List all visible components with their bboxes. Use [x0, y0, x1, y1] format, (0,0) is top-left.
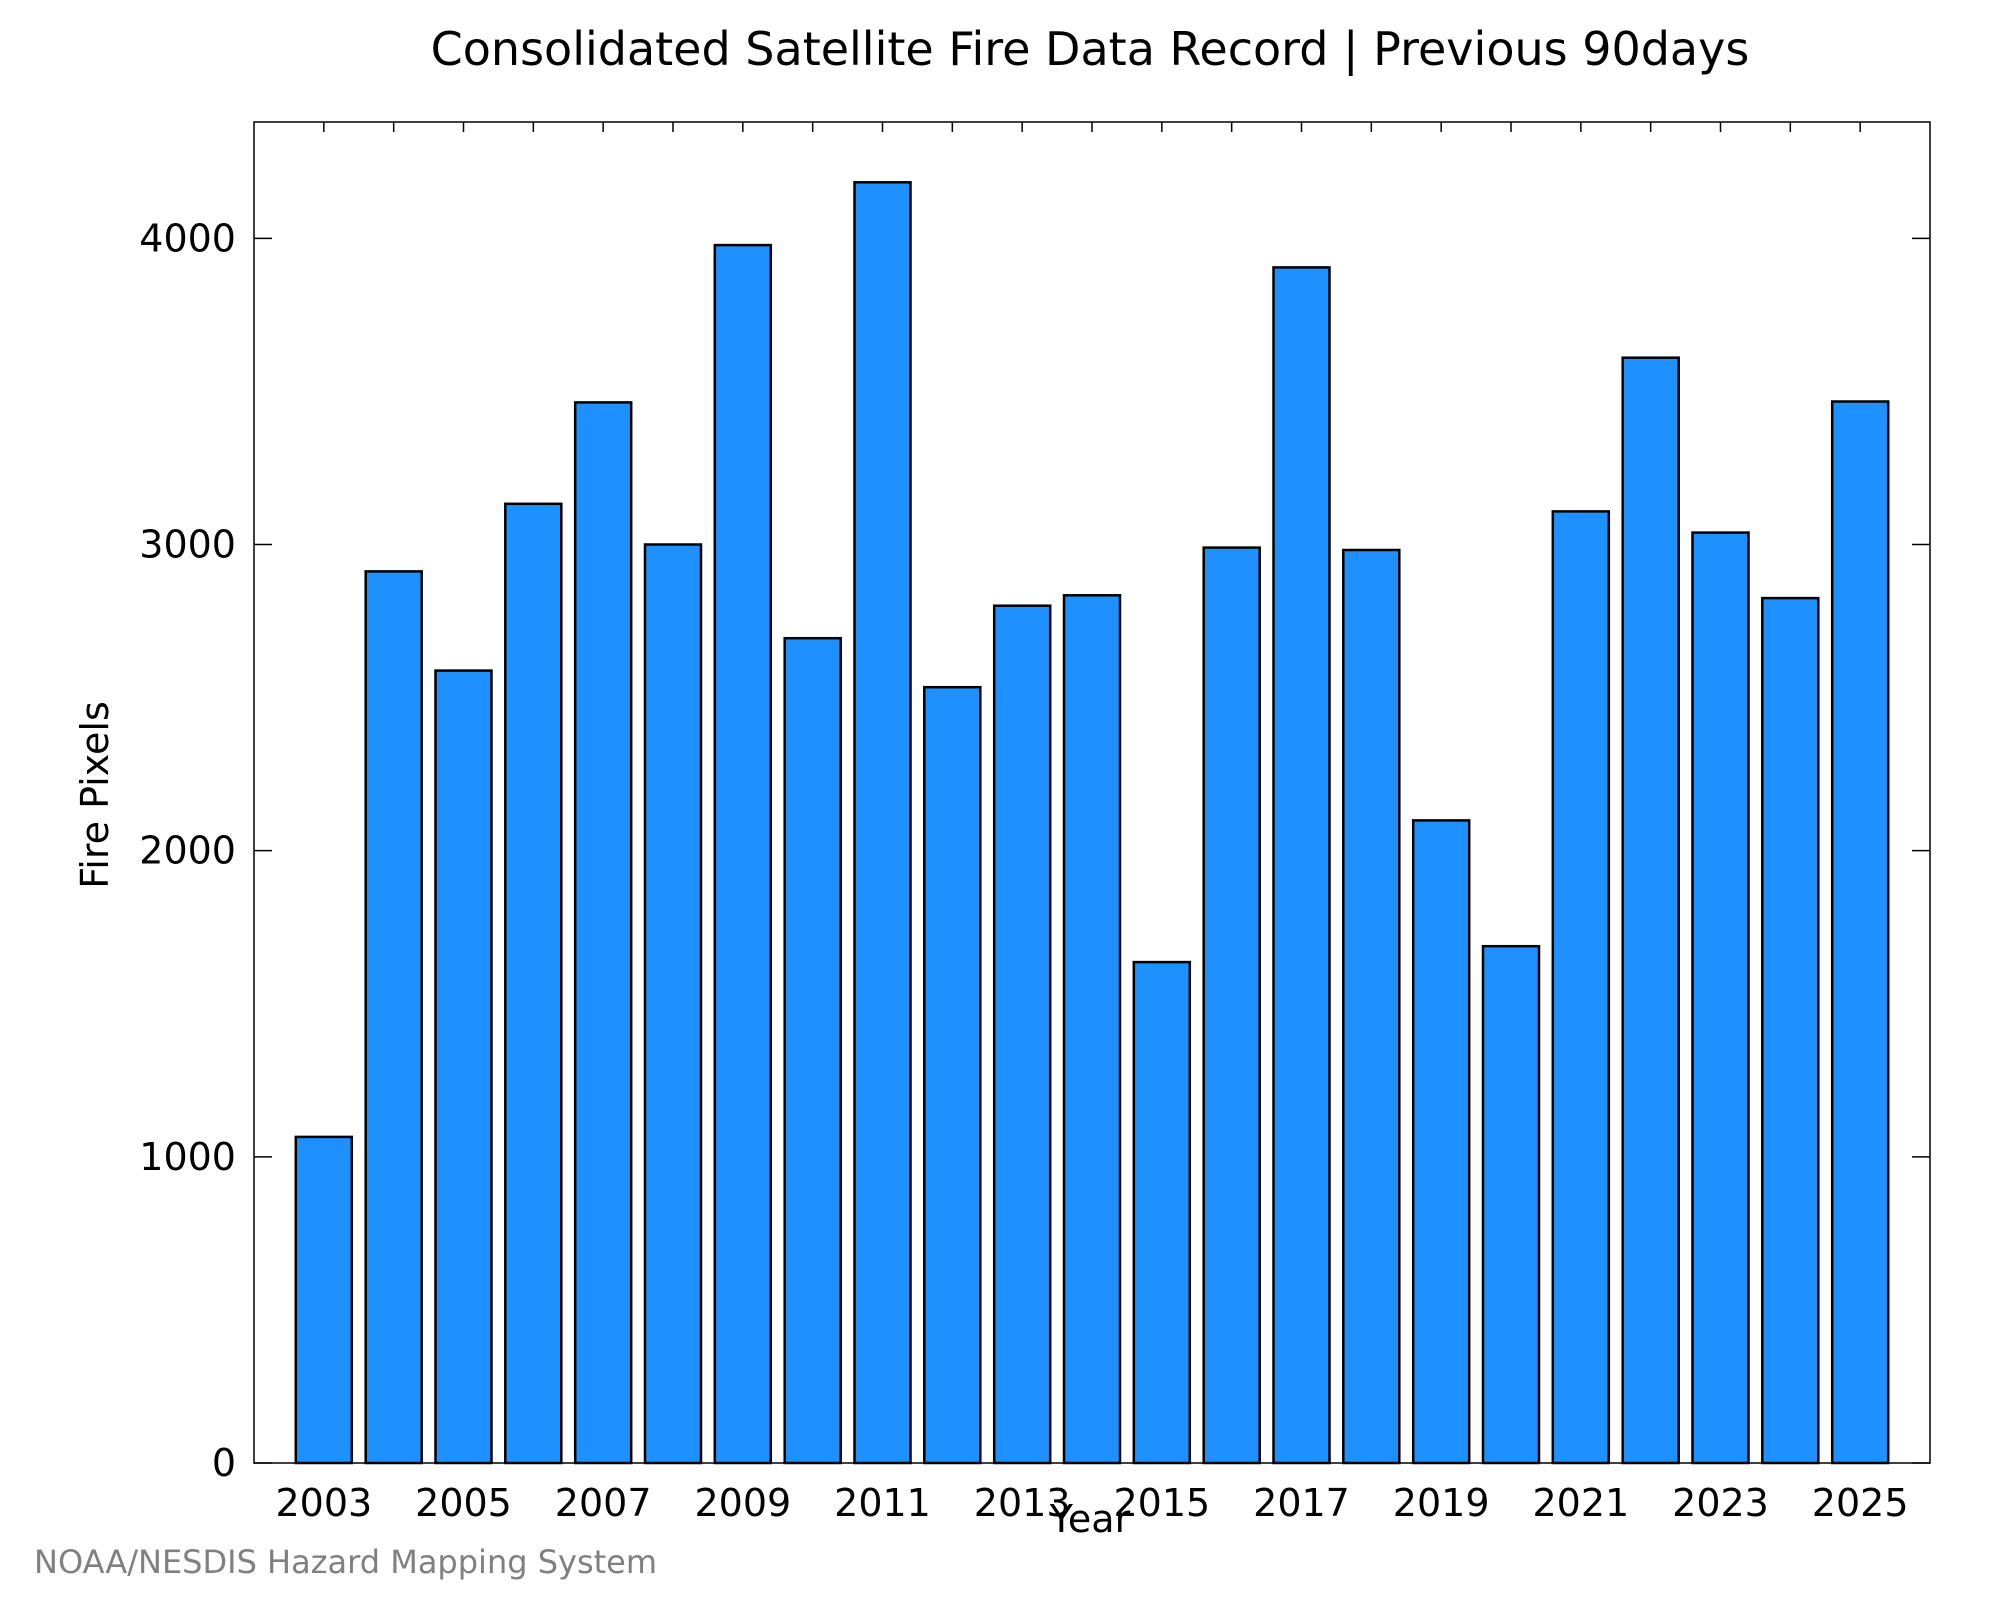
x-tick-label: 2013: [974, 1481, 1071, 1525]
bar-2017: [1272, 266, 1331, 1465]
x-tick-label: 2019: [1393, 1481, 1490, 1525]
credit-text: NOAA/NESDIS Hazard Mapping System: [34, 1543, 658, 1581]
bar-2007: [573, 401, 633, 1465]
bar-2008: [643, 543, 703, 1465]
bar-2019: [1411, 819, 1471, 1465]
x-tick-label: 2025: [1812, 1481, 1909, 1525]
bar-2012: [923, 685, 982, 1465]
x-tick-label: 2015: [1113, 1481, 1210, 1525]
bar-2022: [1621, 356, 1680, 1465]
x-axis-label: Year: [1049, 1497, 1131, 1541]
bar-2004: [364, 570, 423, 1465]
y-tick-label: 3000: [139, 523, 236, 567]
x-tick-label: 2009: [694, 1481, 791, 1525]
x-tick-label: 2005: [415, 1481, 512, 1525]
bar-2023: [1691, 531, 1750, 1465]
y-tick-label: 2000: [139, 829, 236, 873]
bar-2020: [1481, 944, 1541, 1465]
x-tick-label: 2021: [1532, 1481, 1629, 1525]
bar-2011: [853, 181, 912, 1465]
y-tick-label: 1000: [139, 1135, 236, 1179]
chart-title: Consolidated Satellite Fire Data Record …: [430, 22, 1750, 76]
bar-2018: [1342, 548, 1401, 1465]
bar-2013: [992, 604, 1052, 1465]
bar-2003: [294, 1135, 354, 1465]
bar-2024: [1761, 596, 1820, 1465]
bar-2006: [504, 502, 563, 1465]
bar-2016: [1202, 546, 1261, 1465]
bar-2025: [1830, 400, 1890, 1465]
x-axis: 2003 2005 2007 2009 2011 2013 2015 2017 2019 2021…: [275, 122, 1909, 1525]
bar-2014: [1062, 594, 1122, 1465]
y-tick-label: 0: [212, 1441, 236, 1485]
bar-2015: [1132, 960, 1192, 1465]
bar-2021: [1551, 510, 1611, 1465]
bar-2010: [783, 636, 842, 1465]
x-tick-label: 2011: [834, 1481, 931, 1525]
bar-series: [294, 181, 1890, 1465]
y-axis: 0 1000 2000 3000 4000: [139, 216, 1930, 1485]
y-tick-label: 4000: [139, 216, 236, 260]
x-tick-label: 2017: [1253, 1481, 1350, 1525]
x-tick-label: 2023: [1672, 1481, 1769, 1525]
y-axis-label: Fire Pixels: [73, 701, 117, 889]
bar-2009: [713, 243, 773, 1465]
x-tick-label: 2003: [275, 1481, 372, 1525]
x-tick-label: 2007: [555, 1481, 652, 1525]
bar-2005: [434, 669, 493, 1465]
